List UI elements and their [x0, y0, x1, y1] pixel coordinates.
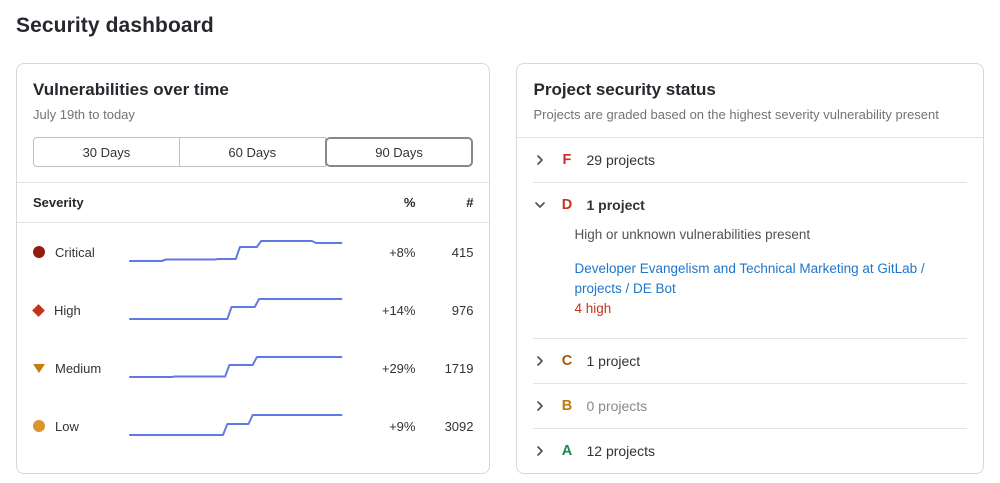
grade-d-expanded-content: High or unknown vulnerabilities present …: [533, 227, 967, 338]
percent-change-value: +14%: [381, 302, 416, 318]
percent-change-value: +8%: [389, 244, 416, 260]
medium-sparkline-chart: [128, 351, 343, 385]
range-90-days-button[interactable]: 90 Days: [324, 137, 474, 167]
severity-table-header: Severity % #: [17, 183, 490, 223]
grade-description: High or unknown vulnerabilities present: [574, 227, 811, 242]
vulnerability-count-value: 1719: [444, 360, 474, 376]
table-row-high: High +14% 976: [17, 281, 489, 339]
project-link[interactable]: Developer Evangelism and Technical Marke…: [574, 261, 925, 297]
range-30-days-button[interactable]: 30 Days: [33, 137, 180, 167]
grade-row-b: B 0 projects: [533, 384, 967, 429]
percent-change-value: +9%: [389, 418, 416, 434]
psp-title: Project security status: [533, 80, 716, 99]
grade-letter: C: [561, 352, 573, 369]
severity-label: High: [54, 302, 81, 318]
grade-row-c: C 1 project: [533, 339, 967, 384]
vulnerability-count-value: 415: [451, 244, 474, 260]
percent-change-value: +29%: [381, 360, 416, 376]
grade-project-count: 12 projects: [586, 442, 655, 459]
grade-project-count: 1 project: [586, 197, 645, 213]
severity-high-icon: [32, 303, 45, 317]
severity-label: Low: [55, 418, 79, 434]
grade-row-d: D 1 project High or unknown vulnerabilit…: [533, 183, 967, 339]
grade-f-toggle[interactable]: F 29 projects: [533, 138, 967, 182]
chevron-right-icon: [537, 445, 544, 456]
vulnerability-finding-count: 4 high: [574, 300, 612, 316]
severity-column-header: Severity: [33, 195, 84, 210]
grade-project-count: 1 project: [586, 352, 641, 369]
table-row-medium: Medium +29% 1719: [17, 339, 489, 397]
chevron-down-icon: [535, 202, 546, 208]
grade-row-a: A 12 projects: [533, 429, 967, 473]
count-column-header: #: [466, 195, 474, 210]
grade-project-count: 29 projects: [586, 152, 655, 168]
severity-label: Medium: [55, 360, 102, 376]
vot-header: Vulnerabilities over time July 19th to t…: [17, 64, 489, 122]
grade-b-toggle[interactable]: B 0 projects: [533, 384, 967, 428]
psp-subtitle: Projects are graded based on the highest…: [533, 107, 939, 122]
grade-letter: B: [561, 397, 573, 414]
severity-low-icon: [33, 420, 45, 432]
psp-header: Project security status Projects are gra…: [517, 64, 983, 122]
critical-sparkline-chart: [128, 235, 343, 269]
grade-row-f: F 29 projects: [533, 138, 967, 183]
chevron-right-icon: [537, 400, 544, 411]
high-sparkline-chart: [128, 293, 343, 327]
table-row-critical: Critical +8% 415: [17, 223, 489, 281]
vot-date-range: July 19th to today: [33, 107, 135, 122]
grade-letter: A: [561, 442, 573, 459]
page-title: Security dashboard: [16, 14, 214, 37]
grade-a-toggle[interactable]: A 12 projects: [533, 429, 967, 473]
grade-letter: D: [561, 197, 573, 213]
chevron-right-icon: [537, 155, 544, 165]
vulnerability-count-value: 976: [451, 302, 474, 318]
vulnerability-count-value: 3092: [444, 418, 474, 434]
vulnerabilities-over-time-panel: Vulnerabilities over time July 19th to t…: [16, 63, 491, 474]
project-security-status-panel: Project security status Projects are gra…: [516, 63, 984, 474]
grade-project-count: 0 projects: [586, 397, 648, 414]
grade-c-toggle[interactable]: C 1 project: [533, 339, 967, 383]
severity-medium-icon: [33, 363, 45, 373]
table-row-low: Low +9% 3092: [17, 397, 489, 455]
grade-d-toggle[interactable]: D 1 project: [533, 183, 967, 227]
grade-list: F 29 projects D 1 project High or unknow…: [517, 138, 983, 473]
time-range-button-group: 30 Days 60 Days 90 Days: [33, 137, 474, 167]
header-divider: [517, 137, 983, 138]
severity-table: Severity % # Critical +8% 415: [17, 182, 490, 455]
severity-critical-icon: [33, 246, 45, 258]
dashboard-panels: Vulnerabilities over time July 19th to t…: [16, 63, 984, 474]
low-sparkline-chart: [128, 409, 343, 443]
chevron-right-icon: [537, 355, 544, 366]
range-60-days-button[interactable]: 60 Days: [178, 137, 326, 167]
grade-letter: F: [562, 152, 572, 168]
vot-title: Vulnerabilities over time: [33, 80, 229, 99]
severity-label: Critical: [55, 244, 95, 260]
percent-column-header: %: [403, 195, 416, 210]
